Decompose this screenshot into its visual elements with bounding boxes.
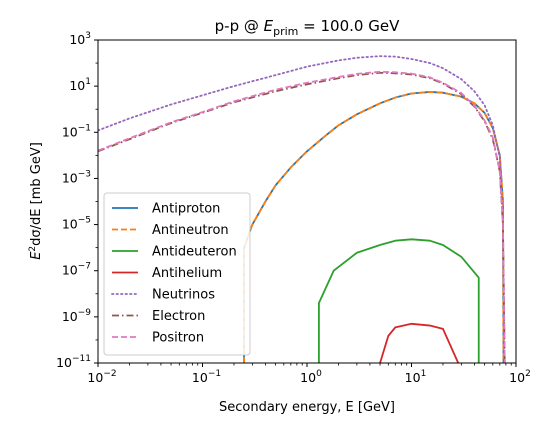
y-tick-label: 10−7 [62,262,91,278]
legend-label-antiproton: Antiproton [152,202,220,217]
tick-layer: 10−2 10−1 100 101 102 10−11 10−9 10−7 10−5 10−3 10… [56,31,531,385]
series-line-antideuteron [318,238,480,363]
y-tick-label: 10−1 [62,123,91,139]
x-tick-label: 10−2 [87,369,116,385]
x-tick-label: 101 [405,369,427,385]
x-tick-label: 10−1 [192,369,221,385]
legend-label-antihelium: Antihelium [152,266,222,281]
x-axis-label: Secondary energy, E [GeV] [219,400,395,415]
title-subscript: prim [273,25,298,38]
chart-title: p-p @ Eprim = 100.0 GeV [215,17,400,38]
y-label-rest: dσ/dE [mb GeV] [29,142,44,246]
x-tick-label: 102 [509,369,531,385]
x-tick-label: 100 [300,369,322,385]
series-line-antihelium [379,322,460,363]
y-tick-label: 10−11 [56,354,91,370]
legend: Antiproton Antineutron Antideuteron Antihel… [103,192,251,356]
legend-label-neutrinos: Neutrinos [152,288,215,303]
y-tick-label: 101 [69,77,91,93]
series-line-antineutron [243,91,505,363]
series-line-neutrinos [98,55,506,363]
title-suffix: = 100.0 GeV [298,17,400,35]
legend-label-positron: Positron [152,331,204,346]
series-layer [98,55,506,363]
series-line-positron [98,70,506,363]
legend-label-electron: Electron [152,309,205,324]
title-symbol: E [264,17,274,35]
y-tick-label: 10−5 [62,216,91,232]
y-tick-label: 10−3 [62,169,91,185]
legend-box [103,192,251,356]
y-tick-label: 10−9 [62,308,91,324]
y-tick-label: 103 [69,31,91,47]
legend-label-antineutron: Antineutron [152,223,229,238]
y-axis-label: E2dσ/dE [mb GeV] [28,142,44,260]
title-prefix: p-p @ [215,17,264,35]
legend-label-antideuteron: Antideuteron [152,245,237,260]
series-line-antiproton [243,91,505,363]
y-label-power: 2 [28,246,38,252]
y-label-symbol: E [29,251,44,260]
